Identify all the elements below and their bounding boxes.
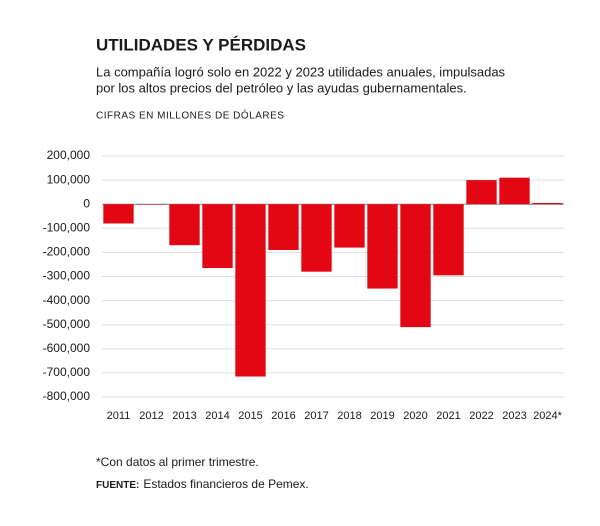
x-tick-label: 2012: [139, 410, 163, 422]
x-tick-label: 2021: [436, 410, 460, 422]
y-tick-label: -700,000: [43, 365, 91, 379]
bar: [532, 202, 563, 205]
y-tick-label: 0: [83, 196, 90, 210]
subtitle: por los altos precios del petróleo y las…: [96, 80, 467, 95]
bar: [466, 180, 497, 205]
y-tick-label: -200,000: [43, 245, 91, 259]
bar: [235, 204, 266, 377]
x-tick-label: 2018: [337, 410, 361, 422]
y-tick-label: -800,000: [43, 389, 91, 403]
bar: [334, 204, 365, 248]
y-tick-label: -300,000: [43, 269, 91, 283]
bar: [367, 204, 398, 289]
bar: [433, 204, 464, 276]
source-label: FUENTE:: [96, 480, 139, 491]
bar: [169, 204, 200, 246]
source-text: Estados financieros de Pemex.: [143, 477, 308, 491]
x-tick-label: 2017: [304, 410, 328, 422]
source: FUENTE: Estados financieros de Pemex.: [96, 477, 309, 491]
y-tick-label: -500,000: [43, 317, 91, 331]
x-tick-label: 2024*: [533, 410, 562, 422]
x-tick-label: 2014: [205, 410, 229, 422]
y-tick-label: -100,000: [43, 220, 91, 234]
bar: [499, 177, 530, 205]
y-tick-label: 200,000: [47, 148, 91, 162]
x-tick-label: 2011: [107, 410, 131, 422]
footnote: *Con datos al primer trimestre.: [96, 455, 259, 469]
x-tick-label: 2019: [370, 410, 394, 422]
subtitle: La compañía logró solo en 2022 y 2023 ut…: [96, 64, 506, 79]
bar: [301, 204, 332, 272]
bar: [103, 204, 134, 224]
chart-title: UTILIDADES Y PÉRDIDAS: [96, 35, 306, 54]
unit-label: CIFRAS EN MILLONES DE DÓLARES: [96, 109, 284, 122]
bar: [400, 204, 431, 328]
bar: [268, 204, 299, 250]
x-tick-label: 2022: [469, 410, 493, 422]
x-tick-label: 2015: [238, 410, 262, 422]
y-tick-label: -600,000: [43, 341, 91, 355]
x-tick-label: 2023: [502, 410, 526, 422]
x-tick-label: 2020: [403, 410, 427, 422]
x-tick-label: 2013: [172, 410, 196, 422]
y-tick-label: -400,000: [43, 293, 91, 307]
x-tick-label: 2016: [271, 410, 295, 422]
y-tick-label: 100,000: [47, 172, 91, 186]
bar: [202, 204, 233, 269]
